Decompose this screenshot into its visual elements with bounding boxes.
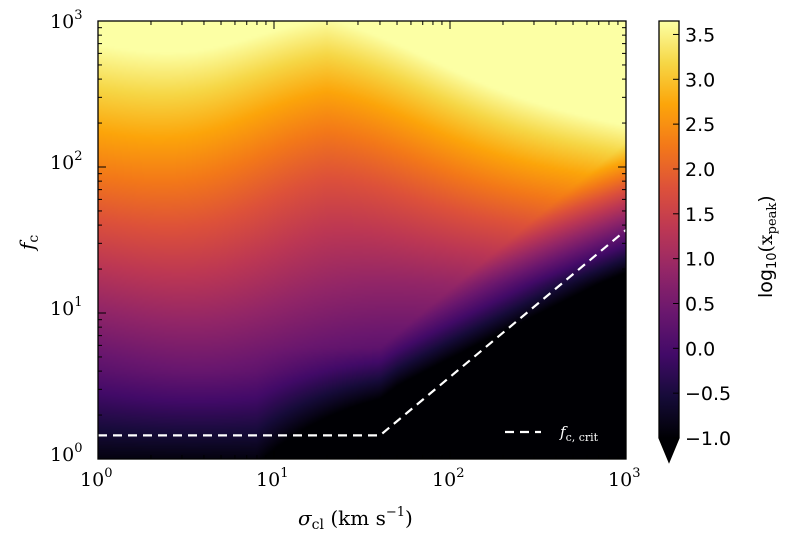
x-tick-label-0: 100: [80, 466, 112, 491]
series-line-fc-crit: [98, 229, 626, 437]
y-tick-label-1: 101: [50, 295, 82, 320]
legend-label-sub: c, crit: [566, 431, 599, 444]
x-tick-label-2: 102: [432, 466, 464, 491]
colorbar-tick-label-7: 2.5: [685, 114, 715, 136]
colorbar-tick-label-0: −1.0: [685, 428, 731, 450]
x-tick-label-3: 103: [608, 466, 640, 491]
colorbar-gradient: [659, 21, 679, 438]
colorbar-tick-labels: −1.0 −0.5 0.0 0.5 1.0 1.5 2.0 2.5 3.0 3.5: [685, 24, 731, 450]
y-tick-label-3: 103: [50, 8, 82, 33]
y-axis-label: fc: [15, 235, 42, 252]
colorbar: −1.0 −0.5 0.0 0.5 1.0 1.5 2.0 2.5 3.0 3.5: [658, 20, 731, 464]
legend: fc, crit: [505, 423, 599, 444]
colorbar-tick-label-9: 3.5: [685, 24, 715, 46]
x-tick-labels: 100 101 102 103: [80, 466, 640, 491]
y-tick-label-0: 100: [50, 441, 82, 466]
x-axis-label: σcl (km s−1): [298, 505, 413, 533]
colorbar-tick-label-2: 0.0: [685, 338, 715, 360]
plot-frame: [97, 20, 627, 460]
heatmap-image: [98, 21, 626, 459]
axis-ticks: [97, 20, 627, 460]
colorbar-label: log10(xpeak): [755, 195, 780, 298]
x-tick-label-1: 101: [256, 466, 288, 491]
colorbar-tick-label-3: 0.5: [685, 293, 715, 315]
y-tick-label-2: 102: [50, 149, 82, 174]
colorbar-tick-label-5: 1.5: [685, 204, 715, 226]
y-tick-labels: 100 101 102 103: [50, 8, 82, 466]
colorbar-tick-label-1: −0.5: [685, 383, 731, 405]
legend-label-fc-crit: fc, crit: [559, 423, 599, 444]
colorbar-extend-min: [659, 438, 679, 462]
colorbar-tick-label-4: 1.0: [685, 249, 715, 271]
colorbar-ticks: [673, 33, 679, 439]
colorbar-tick-label-6: 2.0: [685, 159, 715, 181]
legend-label-main: f: [559, 423, 568, 441]
colorbar-tick-label-8: 3.0: [685, 69, 715, 91]
colorbar-outline: [658, 20, 680, 464]
